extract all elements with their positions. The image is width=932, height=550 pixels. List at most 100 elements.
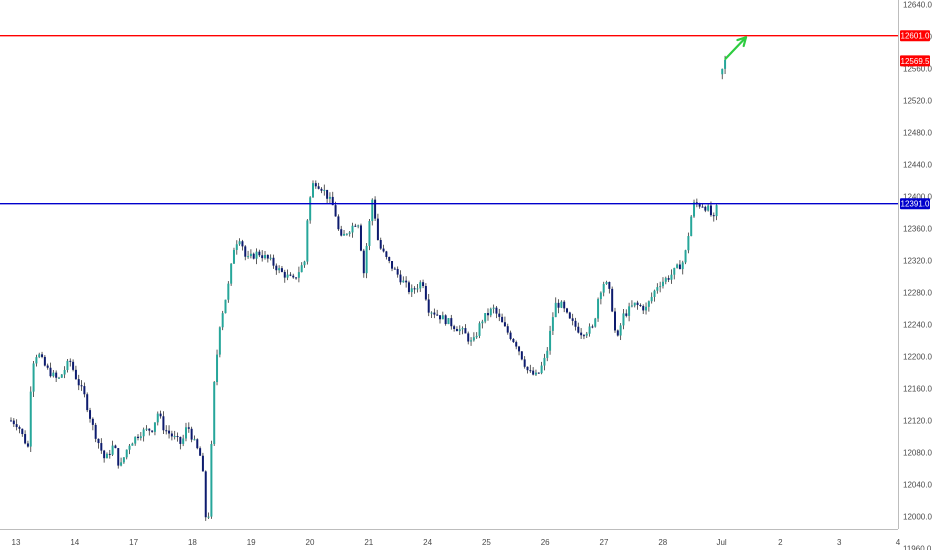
candle: [379, 237, 382, 250]
candle: [419, 280, 422, 292]
candle: [49, 362, 52, 378]
candle: [484, 313, 487, 324]
candle: [328, 192, 331, 203]
candle: [137, 434, 140, 441]
time-tick-label: 19: [247, 538, 256, 547]
candle: [249, 249, 252, 259]
candle: [255, 248, 258, 265]
candle: [439, 315, 442, 324]
candle: [523, 356, 526, 369]
candle: [74, 365, 77, 380]
time-tick-label: 4: [896, 538, 901, 547]
candle: [557, 299, 560, 314]
candle: [238, 238, 241, 246]
candle: [21, 428, 24, 437]
candle: [568, 311, 571, 320]
price-tick-label: 12640.0: [903, 1, 932, 10]
candle: [625, 309, 628, 318]
candle: [506, 323, 509, 335]
candle: [168, 425, 171, 439]
candle: [537, 372, 540, 374]
candle: [622, 308, 625, 330]
svg-text:12391.0: 12391.0: [901, 200, 930, 209]
price-tick-label: 12280.0: [903, 289, 932, 298]
candle: [374, 196, 377, 222]
candle: [647, 300, 650, 312]
candle: [681, 260, 684, 275]
candle: [585, 331, 588, 339]
candle: [55, 370, 58, 383]
candle: [721, 68, 724, 80]
candle: [343, 229, 346, 236]
candle: [297, 266, 300, 283]
green-arrow-annotation: [724, 36, 748, 61]
time-tick-label: 28: [658, 538, 667, 547]
candle: [501, 313, 504, 323]
time-tick-label: 2: [778, 538, 783, 547]
candle: [430, 311, 433, 318]
candle: [472, 332, 475, 342]
time-tick-label: 24: [423, 538, 432, 547]
svg-text:12569.5: 12569.5: [901, 57, 930, 66]
candle: [12, 418, 15, 427]
candle: [207, 512, 210, 519]
candle: [295, 277, 298, 280]
candle: [354, 223, 357, 227]
candle: [540, 361, 543, 375]
candle: [661, 277, 664, 289]
price-tick-label: 12480.0: [903, 129, 932, 138]
candle: [650, 292, 653, 304]
candle: [580, 328, 583, 339]
candle: [492, 304, 495, 314]
candle: [83, 382, 86, 398]
candle: [24, 430, 27, 445]
time-tick-label: 17: [129, 538, 138, 547]
candle: [38, 352, 41, 359]
candle: [695, 198, 698, 208]
candle: [455, 326, 458, 332]
candle: [532, 367, 535, 376]
candle: [534, 369, 537, 377]
candle: [486, 308, 489, 321]
candle: [642, 304, 645, 315]
candle: [503, 316, 506, 327]
candle: [678, 260, 681, 270]
candle: [323, 184, 326, 196]
candle: [676, 263, 679, 269]
candle: [712, 212, 715, 222]
candle: [80, 380, 83, 391]
candle: [359, 223, 362, 252]
candle: [509, 330, 512, 341]
candle: [348, 231, 351, 237]
candle: [464, 324, 467, 334]
candle: [653, 289, 656, 302]
candle: [345, 233, 348, 236]
candle: [77, 374, 80, 391]
candle: [29, 386, 32, 453]
candle: [244, 245, 247, 261]
candle: [41, 351, 44, 359]
candle: [182, 434, 185, 447]
candle: [97, 438, 100, 449]
candle: [340, 225, 343, 237]
candle: [551, 312, 554, 335]
candle: [470, 337, 473, 346]
candle: [230, 263, 233, 286]
candle: [495, 306, 498, 319]
candle: [526, 366, 529, 374]
price-badge: 12601.0: [900, 30, 930, 42]
candle: [247, 250, 250, 259]
candle: [218, 326, 221, 358]
candle: [405, 276, 408, 288]
candle: [204, 470, 207, 521]
candle: [278, 265, 281, 274]
candle: [436, 309, 439, 316]
candle: [66, 359, 69, 373]
price-tick-label: 12520.0: [903, 97, 932, 106]
candle: [577, 322, 580, 334]
candle: [407, 280, 410, 295]
price-badge: 12569.5: [900, 55, 930, 67]
candle: [89, 407, 92, 423]
candle: [659, 281, 662, 293]
candle: [142, 427, 145, 442]
